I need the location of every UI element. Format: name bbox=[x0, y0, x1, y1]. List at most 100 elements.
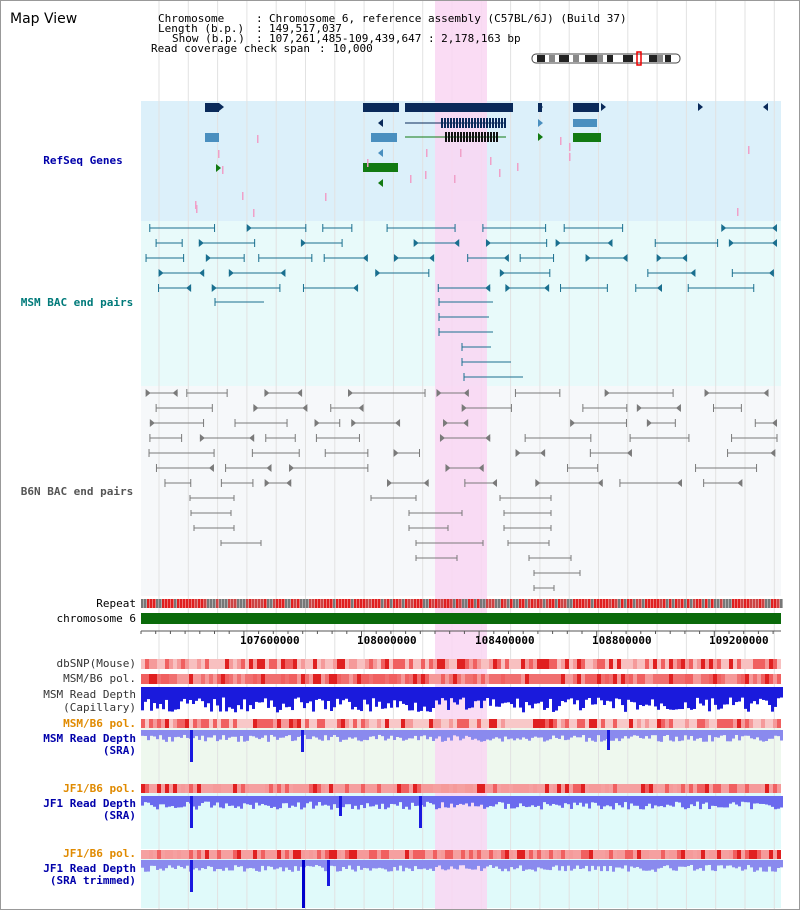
depth-bar bbox=[618, 730, 621, 742]
heat-cell bbox=[589, 719, 593, 728]
depth-bar bbox=[708, 860, 711, 865]
heat-cell bbox=[337, 674, 341, 684]
track-label-b6n-bac[interactable]: B6N BAC end pairs bbox=[20, 485, 134, 498]
depth-bar bbox=[489, 730, 492, 741]
heat-cell bbox=[357, 674, 361, 684]
gene-arrow bbox=[538, 119, 543, 127]
depth-bar bbox=[414, 730, 417, 736]
heat-cell bbox=[393, 674, 397, 684]
repeat-segment bbox=[249, 599, 252, 608]
depth-bar bbox=[327, 796, 330, 806]
depth-bar bbox=[597, 687, 600, 698]
heat-cell bbox=[545, 719, 549, 728]
heat-cell bbox=[445, 659, 449, 669]
heat-cell bbox=[433, 719, 437, 728]
depth-bar bbox=[165, 687, 168, 700]
heat-cell bbox=[409, 719, 413, 728]
depth-bar bbox=[312, 730, 315, 737]
depth-bar bbox=[459, 796, 462, 804]
track-label-msm-bac[interactable]: MSM BAC end pairs bbox=[20, 296, 134, 309]
track-label-refseq[interactable]: RefSeq Genes bbox=[43, 154, 123, 167]
heat-cell bbox=[381, 784, 385, 793]
heat-cell bbox=[721, 784, 725, 793]
depth-bar bbox=[702, 687, 705, 706]
heat-cell bbox=[149, 784, 153, 793]
depth-bar bbox=[693, 730, 696, 741]
depth-bar bbox=[483, 730, 486, 742]
heat-cell bbox=[265, 674, 269, 684]
heat-cell bbox=[677, 659, 681, 669]
heat-cell bbox=[729, 659, 733, 669]
repeat-segment bbox=[693, 599, 696, 608]
depth-bar bbox=[495, 687, 498, 707]
bac-arrow bbox=[413, 239, 419, 247]
repeat-segment bbox=[708, 599, 711, 608]
bac-arrow bbox=[280, 269, 286, 277]
depth-bar bbox=[726, 687, 729, 705]
heat-cell bbox=[237, 719, 241, 728]
heat-cell bbox=[557, 784, 561, 793]
depth-bar bbox=[612, 860, 615, 872]
heat-cell bbox=[213, 659, 217, 669]
heat-cell bbox=[305, 850, 309, 859]
heat-cell bbox=[313, 850, 317, 859]
repeat-segment bbox=[453, 599, 456, 608]
depth-bar bbox=[450, 730, 453, 741]
heat-cell bbox=[545, 659, 549, 669]
heat-cell bbox=[349, 719, 353, 728]
depth-bar bbox=[567, 730, 570, 740]
depth-spike bbox=[607, 730, 610, 750]
depth-bar bbox=[213, 687, 216, 700]
heat-cell bbox=[597, 659, 601, 669]
heat-cell bbox=[673, 719, 677, 728]
depth-bar bbox=[183, 860, 186, 869]
heat-cell bbox=[517, 850, 521, 859]
depth-bar bbox=[702, 796, 705, 804]
depth-bar bbox=[168, 860, 171, 866]
depth-bar bbox=[429, 730, 432, 737]
heat-cell bbox=[601, 659, 605, 669]
depth-bar bbox=[162, 730, 165, 740]
depth-bar bbox=[423, 730, 426, 736]
depth-bar bbox=[741, 860, 744, 871]
depth-bar bbox=[720, 730, 723, 736]
depth-bar bbox=[273, 730, 276, 737]
depth-bar bbox=[267, 687, 270, 708]
heat-cell bbox=[621, 850, 625, 859]
depth-bar bbox=[588, 730, 591, 738]
heat-cell bbox=[705, 784, 709, 793]
heat-cell bbox=[153, 784, 157, 793]
depth-bar bbox=[618, 687, 621, 700]
heat-cell bbox=[181, 719, 185, 728]
heat-cell bbox=[661, 659, 665, 669]
repeat-segment bbox=[528, 599, 531, 608]
depth-bar bbox=[696, 796, 699, 802]
heat-cell bbox=[445, 719, 449, 728]
heat-cell bbox=[317, 674, 321, 684]
heat-cell bbox=[725, 850, 729, 859]
depth-bar bbox=[351, 730, 354, 739]
depth-bar bbox=[696, 730, 699, 739]
depth-bar bbox=[627, 730, 630, 739]
depth-bar bbox=[150, 860, 153, 866]
bac-arrow bbox=[515, 449, 521, 457]
heat-cell bbox=[585, 719, 589, 728]
gene-arrow bbox=[378, 119, 383, 127]
repeat-segment bbox=[282, 599, 285, 608]
depth-bar bbox=[156, 687, 159, 709]
depth-bar bbox=[360, 687, 363, 712]
repeat-segment bbox=[474, 599, 477, 608]
heat-cell bbox=[253, 850, 257, 859]
heat-cell bbox=[581, 850, 585, 859]
heat-cell bbox=[189, 674, 193, 684]
depth-bar bbox=[420, 730, 423, 737]
gene-exon bbox=[480, 118, 482, 128]
depth-bar bbox=[732, 860, 735, 868]
depth-bar bbox=[156, 860, 159, 870]
depth-bar bbox=[456, 730, 459, 737]
heat-cell bbox=[353, 784, 357, 793]
repeat-segment bbox=[381, 599, 384, 608]
gene-exon bbox=[474, 118, 476, 128]
heat-cell bbox=[281, 784, 285, 793]
